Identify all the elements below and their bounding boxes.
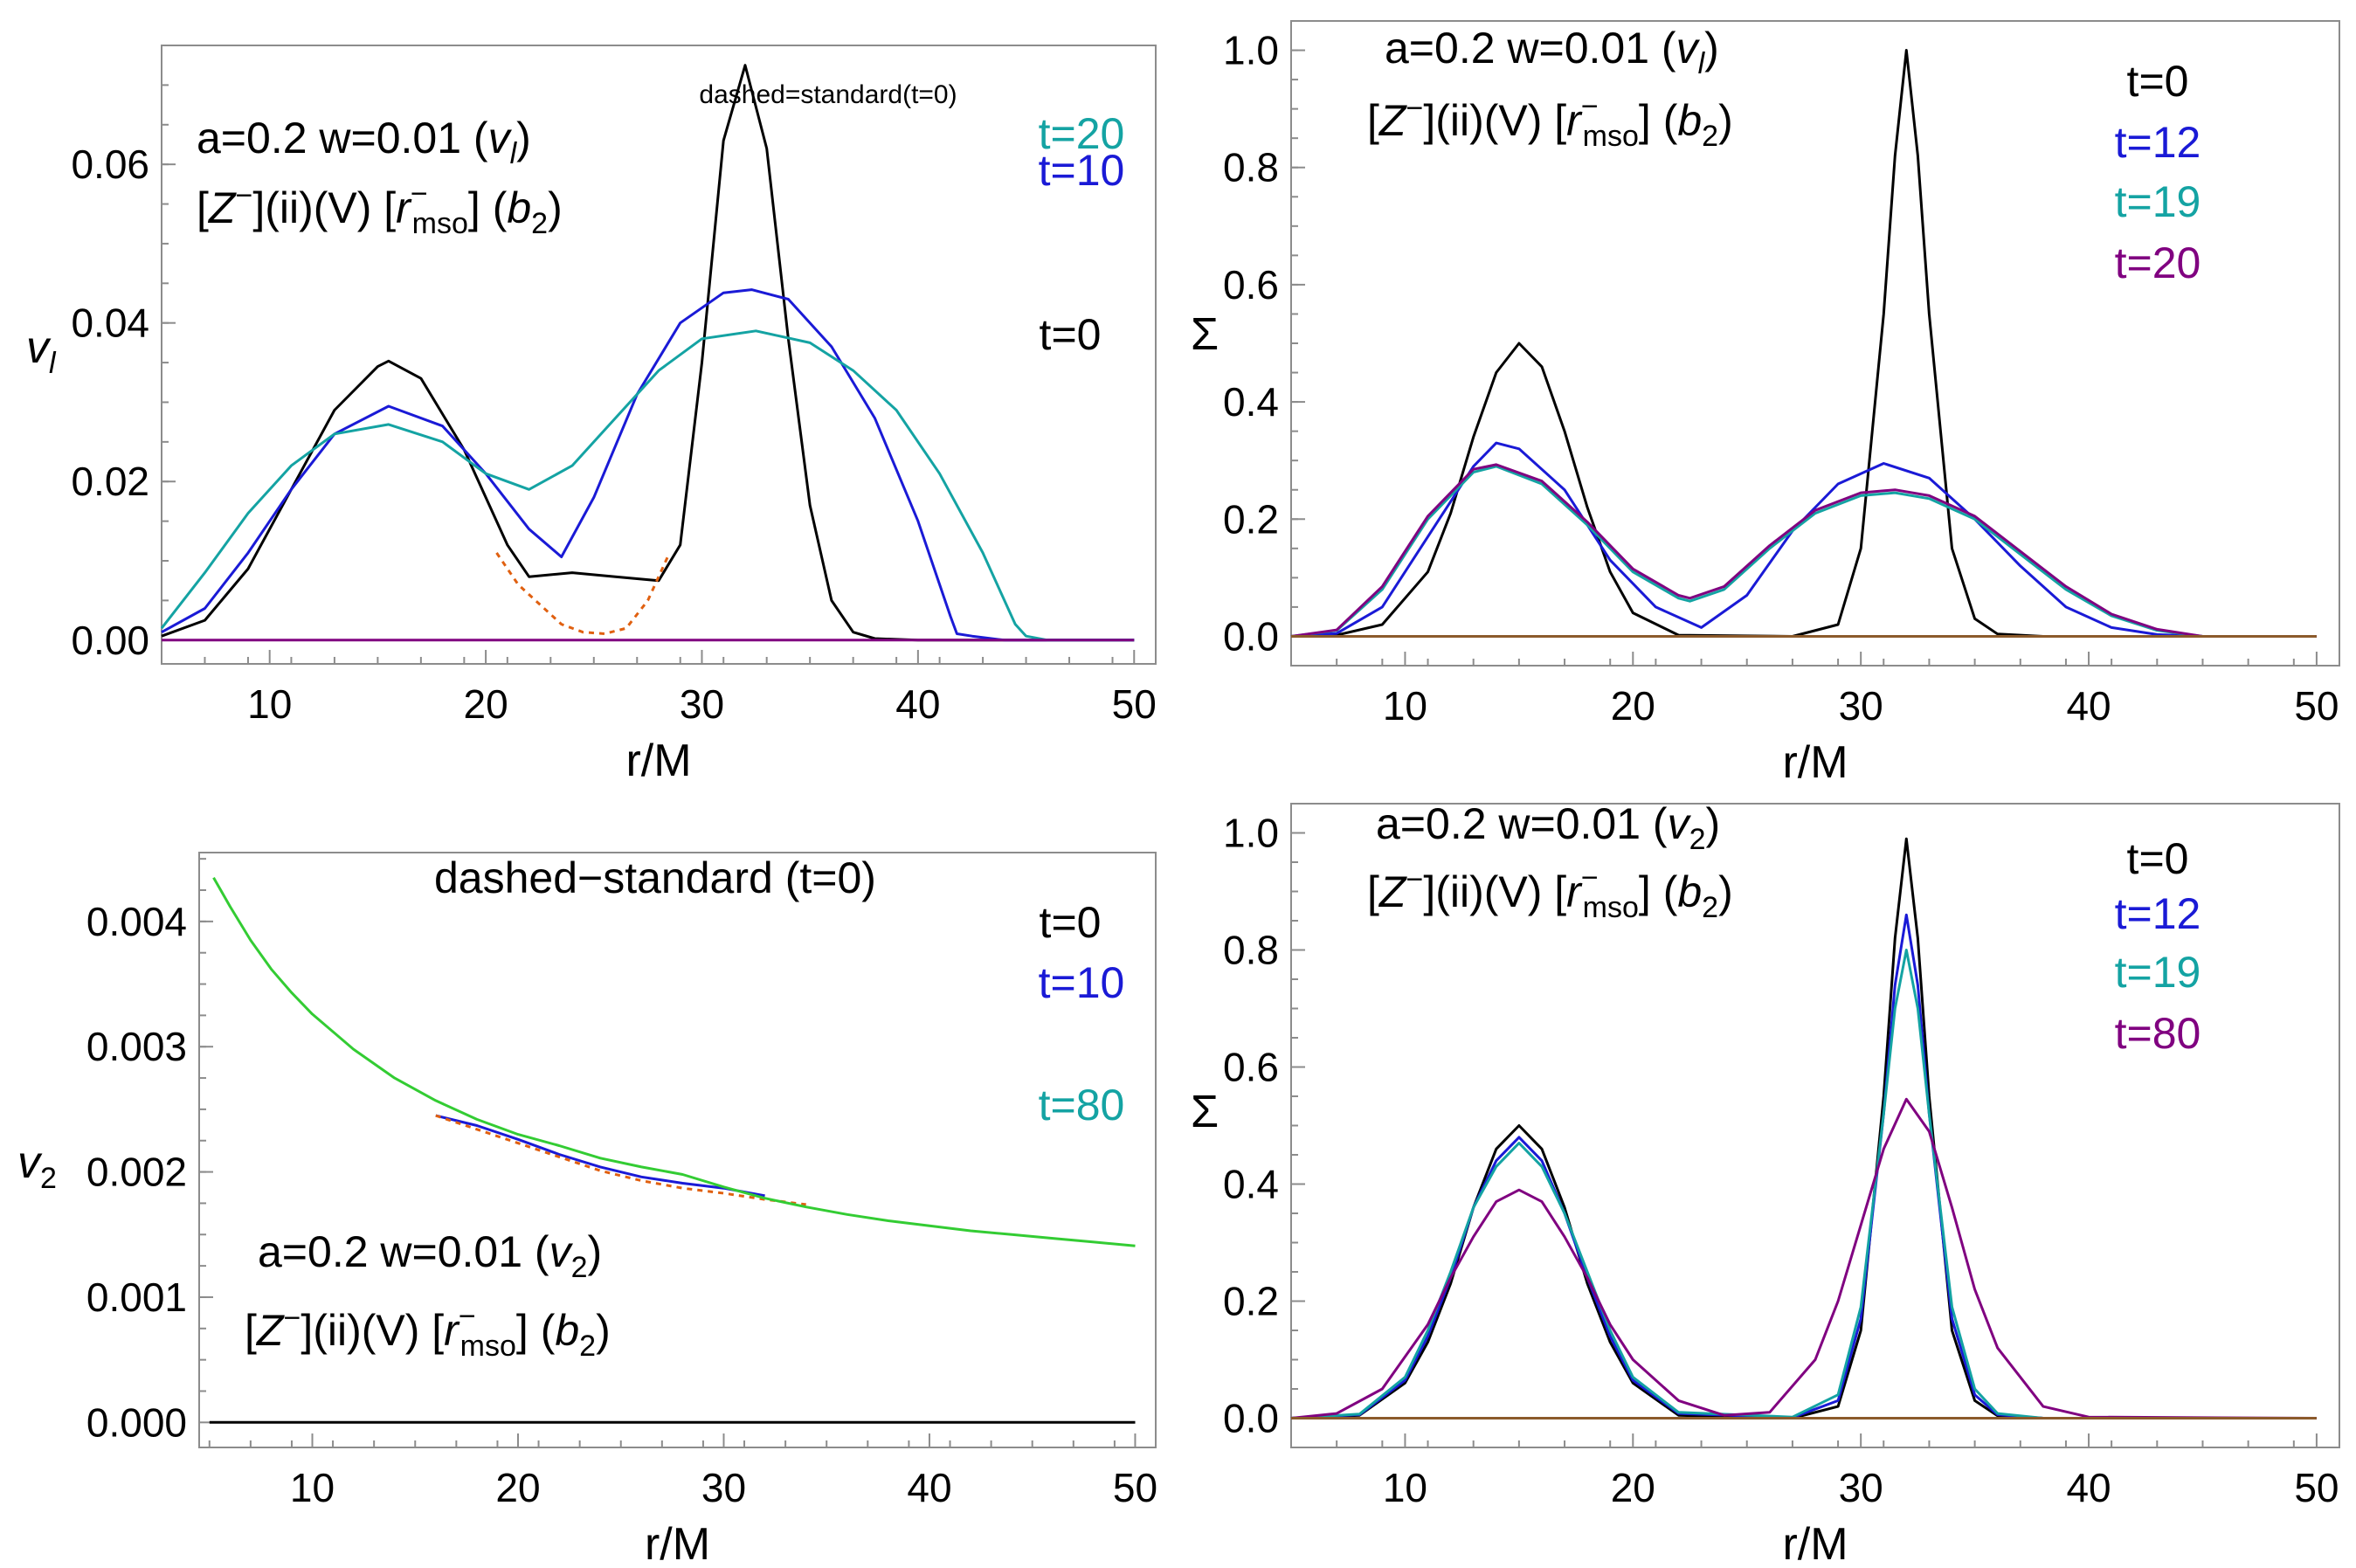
x-tick-label: 10: [290, 1465, 335, 1510]
x-tick-label: 30: [1839, 1465, 1883, 1510]
y-tick-label: 0.0: [1223, 613, 1279, 659]
chart-panel-3: 10 20 30 40 50 0.000 0.001 0.002 0.003 0.004 r/M v2…: [17, 852, 1157, 1568]
y-tick-label: 0.001: [86, 1274, 187, 1320]
annotation-line-2: [Z−](ii)(V) [r− mso] (b2): [245, 1300, 611, 1363]
x-tick-label: 40: [2066, 683, 2111, 729]
dashed-note: dashed−standard (t=0): [434, 853, 876, 902]
chart-panel-4: 10 20 30 40 50 0.0 0.2 0.4 0.6 0.8 1.0 r/M Σa=0.2 w=…: [1191, 799, 2340, 1568]
chart-panel-1: 10 20 30 40 50 0.00 0.02 0.04 0.06 r/M vl a=0.2 w=0…: [26, 45, 1157, 786]
y-tick-label: 0.8: [1223, 928, 1279, 973]
x-tick-label: 30: [701, 1465, 746, 1510]
annotation-line-1: a=0.2 w=0.01 (vl): [197, 114, 531, 170]
x-tick-label: 20: [1611, 1465, 1655, 1510]
x-tick-label: 20: [464, 681, 508, 727]
legend-entry-t-12: t=12: [2115, 889, 2201, 938]
y-tick-label: 0.0: [1223, 1396, 1279, 1441]
annotation-line-1: a=0.2 w=0.01 (v2): [258, 1227, 602, 1284]
y-axis-label: vl: [26, 322, 57, 380]
series-line-t-19: [1290, 465, 2317, 638]
x-tick-label: 30: [680, 681, 724, 727]
legend-entry-t-10: t=10: [1039, 958, 1125, 1007]
y-tick-label: 0.4: [1223, 1162, 1279, 1207]
chart-panel-2: 10 20 30 40 50 0.0 0.2 0.4 0.6 0.8 1.0 r/M Σa=0.2 w=…: [1191, 20, 2340, 788]
series-line-t-80: [1290, 1097, 2317, 1419]
x-axis-label: r/M: [1782, 1519, 1848, 1568]
annotation-line-2: [Z−](ii)(V) [r− mso] (b2): [1367, 861, 1733, 924]
series-line-t-10: [161, 288, 1135, 642]
y-axis-label: v2: [17, 1137, 57, 1195]
y-tick-label: 0.00: [71, 618, 149, 663]
y-tick-label: 0.06: [71, 142, 149, 187]
annotation-line-2: [Z−](ii)(V) [r− mso] (b2): [197, 177, 563, 240]
x-axis-label: r/M: [625, 736, 691, 786]
series-line-t-20: [160, 329, 1135, 642]
y-tick-label: 0.000: [86, 1399, 187, 1445]
x-axis-label: r/M: [645, 1519, 710, 1568]
legend-entry-t-80: t=80: [2115, 1009, 2201, 1058]
y-tick-label: 0.2: [1223, 496, 1279, 542]
legend-entry-t-10: t=10: [1039, 146, 1125, 195]
x-tick-label: 20: [1611, 683, 1655, 729]
x-tick-label: 50: [2294, 1465, 2339, 1510]
plot-frame: [198, 852, 1157, 1448]
legend-entry-t-20: t=20: [1039, 109, 1125, 158]
annotation-line-1: a=0.2 w=0.01 (v2): [1376, 799, 1720, 856]
annotation-line-1: a=0.2 w=0.01 (vl): [1385, 24, 1719, 80]
series-line-t-10: [435, 1114, 765, 1198]
y-tick-label: 0.6: [1223, 262, 1279, 307]
y-tick-label: 0.003: [86, 1024, 187, 1069]
legend-entry-t-20: t=20: [2115, 238, 2201, 287]
x-tick-label: 30: [1839, 683, 1883, 729]
series-line-t-0: [161, 64, 1135, 642]
series-line-dashed-standard-t-0-: [435, 1114, 806, 1206]
y-tick-label: 0.04: [71, 300, 149, 346]
annotation-line-2: [Z−](ii)(V) [r− mso] (b2): [1367, 90, 1733, 153]
y-tick-label: 1.0: [1223, 811, 1279, 856]
y-tick-label: 0.6: [1223, 1045, 1279, 1090]
x-tick-label: 50: [2294, 683, 2339, 729]
x-tick-label: 40: [907, 1465, 951, 1510]
x-tick-label: 20: [495, 1465, 540, 1510]
dashed-note: dashed=standard(t=0): [699, 80, 957, 109]
y-tick-label: 0.8: [1223, 145, 1279, 190]
legend-entry-t-19: t=19: [2115, 948, 2201, 997]
legend-entry-t-12: t=12: [2115, 118, 2201, 167]
legend-entry-t-80: t=80: [1039, 1081, 1125, 1129]
x-tick-label: 50: [1113, 1465, 1157, 1510]
y-tick-label: 0.004: [86, 899, 187, 944]
y-axis-label: Σ: [1191, 1087, 1219, 1137]
x-tick-label: 40: [895, 681, 940, 727]
y-tick-label: 0.4: [1223, 379, 1279, 425]
series-line-t-19: [1290, 949, 2317, 1419]
x-axis-label: r/M: [1782, 737, 1848, 788]
legend-entry-t-0: t=0: [1040, 310, 1102, 359]
x-tick-label: 10: [1383, 1465, 1427, 1510]
y-tick-label: 0.02: [71, 459, 149, 504]
y-axis-label: Σ: [1191, 309, 1219, 360]
x-tick-label: 40: [2066, 1465, 2111, 1510]
series-line-dashed-standard-t-0-: [495, 552, 671, 635]
legend-entry-t-0: t=0: [2127, 57, 2189, 106]
legend-entry-t-0: t=0: [2127, 834, 2189, 883]
y-tick-label: 0.2: [1223, 1279, 1279, 1324]
series-line-t-80: [212, 876, 1136, 1247]
x-tick-label: 10: [247, 681, 292, 727]
legend-entry-t-19: t=19: [2115, 177, 2201, 226]
plot-frame: [161, 45, 1157, 665]
y-tick-label: 0.002: [86, 1150, 187, 1195]
y-tick-label: 1.0: [1223, 28, 1279, 73]
series-line-t-12: [1290, 441, 2317, 638]
series-line-t-20: [1290, 463, 2317, 638]
x-tick-label: 50: [1112, 681, 1157, 727]
x-tick-label: 10: [1383, 683, 1427, 729]
legend-entry-t-0: t=0: [1040, 898, 1102, 947]
